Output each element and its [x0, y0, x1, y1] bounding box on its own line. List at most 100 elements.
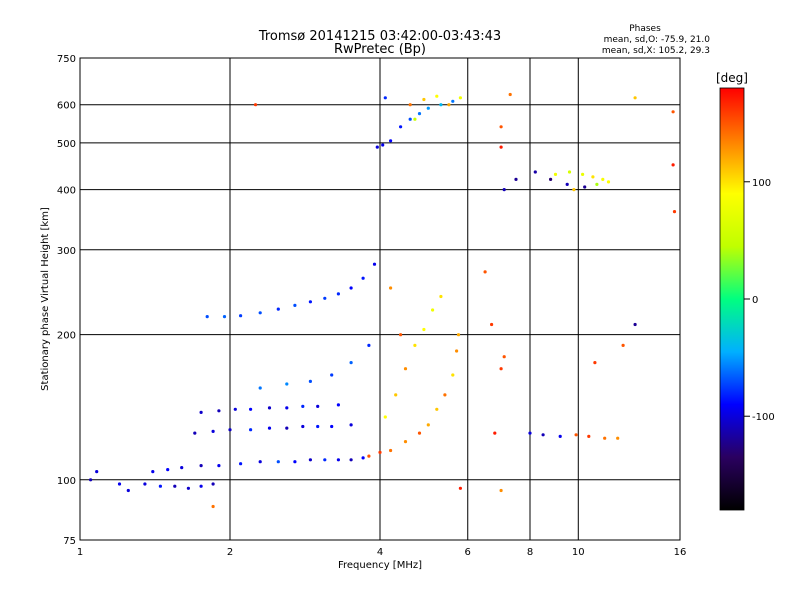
x-tick-label: 4 — [377, 547, 383, 558]
data-point — [205, 315, 209, 319]
data-point — [591, 175, 595, 179]
chart-title: Tromsø 20141215 03:42:00-03:43:43 — [258, 29, 501, 44]
data-point — [499, 488, 503, 493]
data-point — [267, 426, 272, 430]
data-point — [426, 106, 430, 110]
data-point — [180, 466, 184, 470]
data-point — [574, 433, 578, 437]
data-point — [451, 99, 455, 103]
data-point — [671, 110, 675, 114]
data-point — [293, 303, 297, 307]
data-point — [375, 145, 379, 149]
data-point — [502, 188, 506, 192]
data-point — [499, 367, 503, 371]
data-point — [439, 103, 443, 107]
data-point — [593, 361, 597, 365]
colorbar-tick-label: 100 — [752, 178, 771, 189]
data-point — [553, 172, 558, 176]
data-point — [490, 322, 494, 327]
phases-o-stats: mean, sd,O: -75.9, 21.0 — [604, 35, 711, 45]
data-point — [493, 431, 497, 435]
data-point — [483, 270, 487, 274]
data-point — [316, 404, 320, 408]
data-point — [276, 307, 280, 311]
data-point — [89, 478, 93, 482]
x-tick-label: 16 — [674, 547, 687, 558]
data-point — [603, 436, 607, 440]
data-point — [533, 170, 537, 174]
data-point — [514, 177, 518, 181]
data-point — [541, 433, 545, 437]
data-point — [330, 424, 334, 429]
data-point — [447, 103, 451, 107]
data-point — [336, 458, 340, 462]
x-axis-ticks: 1 2 4 6 8 10 16 — [77, 547, 687, 558]
data-point — [435, 407, 439, 411]
data-point — [408, 103, 412, 107]
data-point — [285, 406, 289, 410]
data-point — [308, 300, 312, 304]
data-point — [587, 434, 591, 438]
data-point — [228, 428, 232, 432]
y-tick-label: 750 — [57, 54, 76, 65]
data-point — [413, 343, 417, 347]
data-point — [458, 486, 462, 490]
data-point — [186, 486, 190, 490]
data-point — [126, 488, 130, 493]
data-point — [316, 424, 320, 429]
data-point — [211, 429, 215, 433]
data-point — [422, 327, 426, 332]
data-point — [276, 460, 280, 464]
data-point — [151, 470, 155, 474]
data-point — [361, 456, 365, 460]
chart-subtitle: RwPretec (Bp) — [334, 42, 426, 57]
data-point — [403, 367, 408, 371]
data-point — [458, 96, 462, 100]
data-point — [383, 415, 387, 419]
data-point — [372, 262, 377, 266]
data-point — [499, 125, 503, 129]
data-point — [173, 484, 177, 488]
data-point — [267, 406, 272, 410]
data-point — [285, 426, 289, 430]
data-point — [143, 482, 147, 486]
data-point — [336, 403, 340, 407]
data-point — [443, 393, 447, 397]
grid-lines — [80, 58, 680, 540]
data-point — [258, 460, 262, 464]
colorbar — [720, 88, 744, 510]
data-point — [301, 404, 305, 408]
data-point — [606, 180, 611, 184]
data-point — [301, 424, 305, 429]
data-point — [633, 96, 637, 100]
y-tick-label: 100 — [57, 476, 76, 487]
data-point — [595, 182, 599, 186]
data-point — [367, 343, 371, 347]
data-point — [549, 177, 553, 181]
data-point — [456, 333, 461, 337]
data-point — [426, 423, 430, 427]
data-point — [455, 349, 459, 353]
data-point — [671, 163, 675, 167]
data-point — [117, 482, 122, 486]
data-point — [211, 482, 215, 486]
data-point — [222, 315, 227, 319]
data-point — [394, 393, 398, 397]
data-point — [239, 314, 243, 318]
data-point — [253, 103, 258, 107]
data-point — [431, 308, 435, 312]
data-point — [233, 407, 237, 411]
data-point — [508, 92, 512, 97]
data-point — [381, 143, 385, 147]
data-point — [403, 440, 408, 444]
data-point — [249, 407, 253, 411]
data-point — [199, 410, 203, 414]
data-point — [308, 458, 312, 462]
data-point — [199, 484, 203, 488]
data-point — [166, 468, 170, 472]
colorbar-label: [deg] — [716, 71, 748, 85]
plot-frame — [79, 57, 681, 541]
y-tick-label: 300 — [57, 246, 76, 257]
data-point — [258, 386, 262, 390]
colorbar-tick-label: 0 — [752, 295, 758, 306]
